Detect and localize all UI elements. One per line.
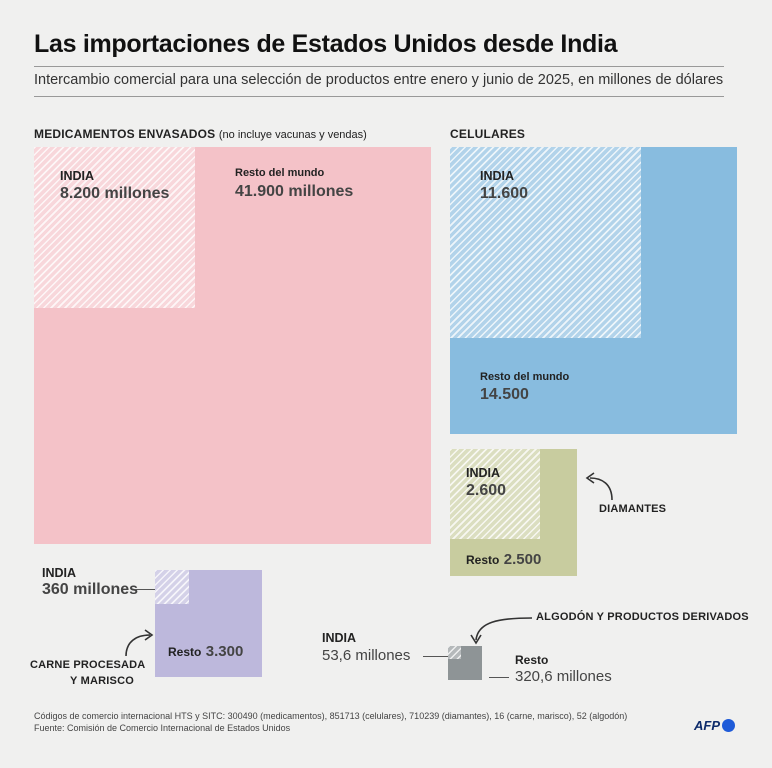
diamantes-india-label: INDIA [466,466,501,480]
algodon-india-value: 53,6 millones [322,647,411,664]
medicamentos-heading: MEDICAMENTOS ENVASADOS (no incluye vacun… [34,127,367,141]
carne-rest-text: Resto 3.300 [168,643,243,661]
medicamentos-rest-value: 41.900 millones [235,183,354,200]
celulares-india-value: 11.600 [480,185,529,202]
carne-india-label: INDIA [42,566,77,580]
medicamentos-india-block [34,147,195,308]
medicamentos-india-label: INDIA [60,169,95,183]
afp-logo: AFP [694,718,735,733]
footer-codes: Códigos de comercio internacional HTS y … [34,711,628,721]
carne-category-line2: Y MARISCO [70,675,134,687]
chart-title: Las importaciones de Estados Unidos desd… [34,30,618,58]
chart-subtitle: Intercambio comercial para una selección… [34,72,724,88]
celulares-rest-value: 14.500 [480,386,529,403]
celulares-heading: CELULARES [450,127,526,141]
footer-source: Fuente: Comisión de Comercio Internacion… [34,723,291,733]
diamantes-rest-value: 2.500 [503,551,542,568]
celulares-india-label: INDIA [480,169,515,183]
algodon-category-label: ALGODÓN Y PRODUCTOS DERIVADOS [536,611,749,623]
medicamentos-category: MEDICAMENTOS ENVASADOS [34,127,216,141]
carne-arrow-icon [125,629,154,657]
diamantes-india-value: 2.600 [466,482,507,499]
diamantes-rest-label: Resto [466,553,500,567]
carne-rest-value: 3.300 [205,643,244,660]
celulares-rest-label: Resto del mundo [480,371,570,383]
carne-rest-label: Resto [168,645,202,659]
afp-logo-dot-icon [722,719,735,732]
algodon-rest-leader [489,677,509,678]
diamantes-category-label: DIAMANTES [599,503,667,515]
diamantes-india-block [450,449,541,540]
afp-logo-text: AFP [694,718,720,733]
carne-india-value: 360 millones [42,581,139,598]
title-divider [34,66,724,67]
diamantes-rest-text: Resto 2.500 [466,551,541,569]
algodon-rest-label: Resto [515,653,549,667]
carne-category-line1: CARNE PROCESADA [30,659,146,671]
medicamentos-note: (no incluye vacunas y vendas) [218,129,367,141]
algodon-rest-value: 320,6 millones [515,668,612,685]
algodon-india-label: INDIA [322,631,357,645]
algodon-arrow-icon [470,617,533,645]
carne-india-block [155,570,189,604]
carne-category-label: CARNE PROCESADA Y MARISCO [30,657,146,689]
medicamentos-rest-label: Resto del mundo [235,167,325,179]
carne-india-leader [135,589,155,590]
algodon-india-block [448,646,461,659]
medicamentos-india-value: 8.200 millones [60,185,170,202]
subtitle-divider [34,96,724,97]
celulares-india-block [450,147,642,339]
algodon-india-leader [423,656,451,657]
diamantes-arrow-icon [585,472,613,501]
